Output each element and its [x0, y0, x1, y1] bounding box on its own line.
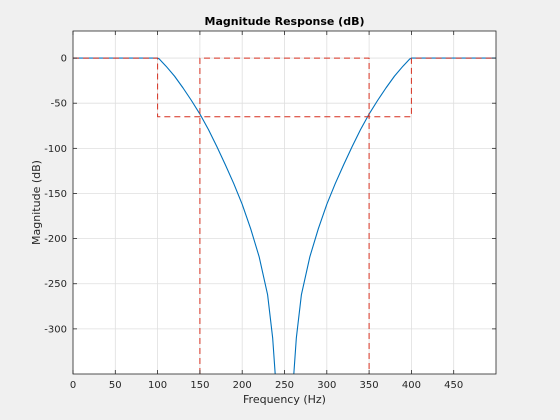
x-tick-label: 250 — [275, 380, 294, 391]
chart-title: Magnitude Response (dB) — [205, 15, 365, 28]
y-tick-label: -50 — [51, 99, 67, 110]
y-tick-label: -250 — [44, 279, 67, 290]
y-tick-label: -300 — [44, 324, 67, 335]
y-axis-label: Magnitude (dB) — [30, 160, 43, 245]
x-tick-label: 50 — [109, 380, 122, 391]
y-tick-label: -100 — [44, 144, 67, 155]
x-tick-label: 200 — [233, 380, 252, 391]
x-tick-label: 100 — [148, 380, 167, 391]
x-tick-label: 150 — [190, 380, 209, 391]
series-group — [73, 57, 496, 374]
x-tick-label: 0 — [70, 380, 76, 391]
x-tick-label: 300 — [317, 380, 336, 391]
response-line — [293, 57, 496, 374]
y-tick-label: 0 — [61, 54, 67, 65]
mask-line — [199, 57, 370, 374]
ticks: 0 50 100 150 200 250 300 350 400 450 0 -50 -100 -150 -… — [44, 31, 496, 391]
response-line — [73, 57, 276, 374]
x-axis-label: Frequency (Hz) — [243, 393, 326, 406]
x-tick-label: 350 — [360, 380, 379, 391]
x-tick-label: 400 — [402, 380, 421, 391]
y-tick-label: -200 — [44, 234, 67, 245]
y-tick-label: -150 — [44, 189, 67, 200]
mask-line — [73, 57, 496, 118]
plot-lines — [73, 57, 496, 374]
x-tick-label: 450 — [444, 380, 463, 391]
